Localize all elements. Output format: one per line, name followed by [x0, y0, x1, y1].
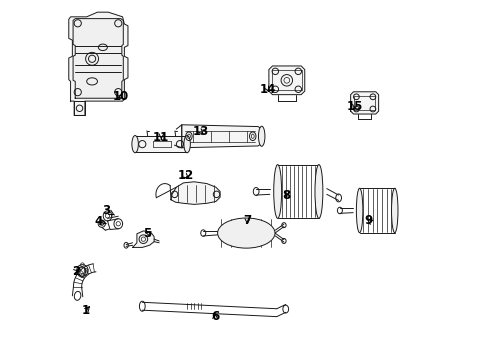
- Text: 15: 15: [346, 100, 363, 113]
- Text: 2: 2: [72, 265, 81, 278]
- Text: 10: 10: [112, 90, 129, 103]
- Polygon shape: [268, 66, 304, 95]
- Ellipse shape: [217, 218, 274, 248]
- Text: 3: 3: [102, 204, 114, 217]
- Ellipse shape: [258, 126, 264, 146]
- Polygon shape: [182, 125, 261, 148]
- Ellipse shape: [273, 165, 281, 219]
- Polygon shape: [171, 182, 220, 204]
- Text: 7: 7: [243, 214, 251, 227]
- Text: 8: 8: [282, 189, 290, 202]
- Ellipse shape: [356, 188, 362, 233]
- Polygon shape: [73, 19, 123, 98]
- Text: 1: 1: [81, 305, 89, 318]
- Ellipse shape: [391, 188, 397, 233]
- Ellipse shape: [314, 165, 322, 219]
- Text: 12: 12: [177, 169, 193, 182]
- Polygon shape: [135, 136, 187, 152]
- Polygon shape: [350, 92, 378, 114]
- Text: 9: 9: [364, 214, 372, 227]
- Text: 14: 14: [259, 83, 275, 96]
- Text: 11: 11: [153, 131, 169, 144]
- Text: 5: 5: [142, 226, 151, 239]
- Text: 6: 6: [210, 310, 219, 324]
- Text: 4: 4: [94, 215, 106, 228]
- Ellipse shape: [132, 135, 138, 153]
- Text: 13: 13: [192, 125, 208, 138]
- Polygon shape: [132, 231, 154, 247]
- Ellipse shape: [183, 135, 190, 153]
- Polygon shape: [69, 12, 128, 116]
